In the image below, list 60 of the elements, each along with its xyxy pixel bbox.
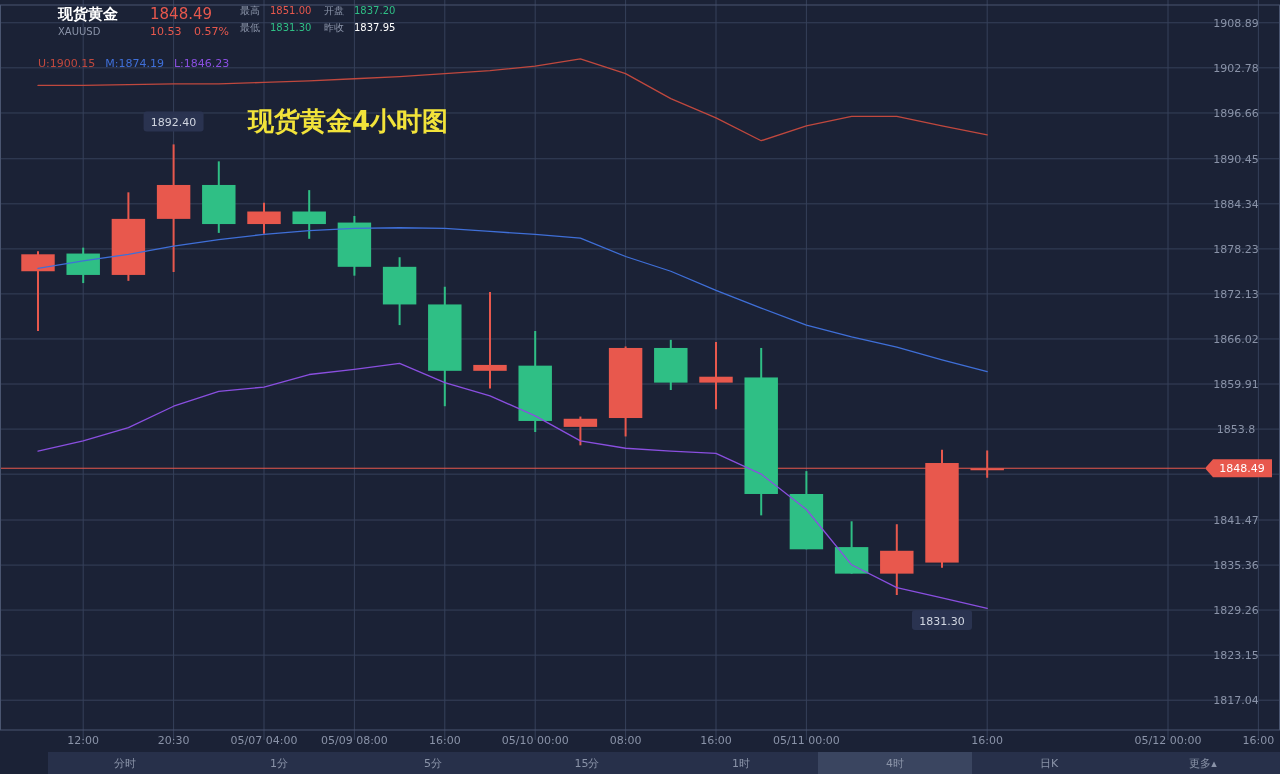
ref-line-label: 1848.49: [1219, 462, 1265, 476]
y-tick-label: 1835.36: [1213, 559, 1259, 573]
text: 日K: [1039, 757, 1059, 770]
candlestick: [699, 341, 733, 411]
x-tick-label: 05/12 00:00: [1134, 734, 1202, 747]
y-tick-label: 1872.13: [1213, 287, 1259, 301]
y-tick-label: 1829.26: [1213, 604, 1259, 618]
annotation: 1831.30: [270, 22, 312, 33]
text: 1分: [270, 757, 288, 770]
annotation: 1831.30: [919, 615, 965, 629]
x-tick-label: 12:00: [67, 734, 100, 747]
y-tick-label: 1823.15: [1213, 649, 1259, 663]
annotation: 1837.20: [354, 5, 396, 16]
y-tick-label: 1878.23: [1213, 242, 1259, 256]
x-tick-label: 16:00: [700, 734, 732, 747]
y-tick-label: 1866.02: [1213, 332, 1259, 346]
x-tick-label: 05/10 00:00: [501, 734, 569, 747]
y-tick-label: 1841.47: [1213, 514, 1259, 528]
y-tick-label: 1859.91: [1213, 378, 1259, 392]
annotation: 10.53: [150, 25, 182, 38]
annotation: 现货黄金: [57, 5, 118, 23]
text: 更多▴: [1189, 757, 1218, 770]
annotation: 0.57%: [194, 25, 229, 38]
candlestick: [563, 415, 598, 447]
y-tick-label: 1902.78: [1213, 61, 1259, 75]
x-tick-label: 16:00: [428, 734, 461, 747]
annotation: 1848.49: [150, 5, 213, 23]
annotation: 1837.95: [354, 22, 396, 33]
text: L:1846.23: [173, 57, 230, 70]
text: 15分: [574, 757, 600, 770]
y-tick-label: 1817.04: [1213, 694, 1259, 708]
x-tick-label: 16:00: [971, 734, 1004, 747]
annotation: XAUUSD: [58, 26, 101, 37]
text: 5分: [424, 757, 442, 770]
candlestick: [473, 290, 507, 390]
annotation: 开盘: [324, 5, 344, 16]
y-tick-label: 1890.45: [1213, 152, 1259, 166]
annotation: 最高: [240, 5, 260, 16]
y-tick-label: 1896.66: [1213, 106, 1259, 120]
y-tick-label: 1908.89: [1213, 16, 1259, 30]
annotation: 1851.00: [270, 5, 312, 16]
y-tick-label: 1884.34: [1213, 197, 1259, 211]
y-tick-label: 1853.8: [1216, 423, 1256, 437]
annotation: 昨收: [324, 22, 344, 33]
text: M:1874.19: [105, 57, 164, 70]
text: 现货黄金4小时图: [247, 106, 449, 136]
annotation: 最低: [240, 22, 260, 33]
x-tick-label: 16:00: [1242, 734, 1275, 747]
line-series: [37, 362, 988, 609]
x-tick-label: 05/09 08:00: [320, 734, 388, 747]
text: 分时: [114, 757, 136, 770]
x-tick-label: 08:00: [609, 734, 642, 747]
x-tick-label: 05/11 00:00: [772, 734, 840, 747]
text: 1时: [732, 757, 750, 770]
series-label: U:1900.15: [38, 57, 96, 70]
x-tick-label: 20:30: [157, 734, 190, 747]
text: 4时: [886, 757, 904, 770]
line-series: [37, 58, 988, 142]
x-tick-label: 05/07 04:00: [230, 734, 298, 747]
annotation: 1892.40: [150, 116, 197, 130]
